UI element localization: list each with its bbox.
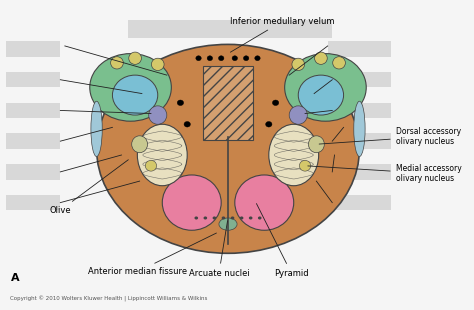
Text: Arcuate nuclei: Arcuate nuclei: [189, 221, 249, 278]
Ellipse shape: [151, 58, 164, 70]
Text: Pyramid: Pyramid: [256, 204, 309, 278]
Ellipse shape: [219, 56, 224, 61]
FancyBboxPatch shape: [328, 164, 391, 179]
Text: Dorsal accessory
olivary nucleus: Dorsal accessory olivary nucleus: [319, 127, 461, 146]
FancyBboxPatch shape: [6, 103, 60, 118]
Ellipse shape: [110, 57, 123, 69]
Ellipse shape: [149, 106, 167, 124]
Ellipse shape: [213, 216, 216, 219]
FancyBboxPatch shape: [6, 41, 60, 57]
Ellipse shape: [219, 218, 237, 230]
Ellipse shape: [285, 54, 366, 121]
Text: Medial accessory
olivary nucleus: Medial accessory olivary nucleus: [308, 164, 462, 183]
Ellipse shape: [184, 122, 191, 127]
Ellipse shape: [137, 124, 187, 186]
Ellipse shape: [269, 124, 319, 186]
Ellipse shape: [91, 101, 102, 157]
Ellipse shape: [194, 216, 198, 219]
Text: A: A: [10, 273, 19, 283]
Ellipse shape: [273, 100, 279, 105]
Ellipse shape: [112, 75, 158, 115]
FancyBboxPatch shape: [203, 66, 253, 140]
Ellipse shape: [177, 100, 183, 105]
Ellipse shape: [97, 44, 359, 253]
Text: Anterior median fissure: Anterior median fissure: [88, 233, 217, 276]
Ellipse shape: [265, 122, 272, 127]
Ellipse shape: [90, 54, 171, 121]
FancyBboxPatch shape: [6, 164, 60, 179]
Ellipse shape: [244, 56, 249, 61]
Text: Inferior medullary velum: Inferior medullary velum: [230, 17, 335, 52]
Ellipse shape: [258, 216, 262, 219]
Ellipse shape: [196, 56, 201, 61]
Ellipse shape: [129, 52, 141, 64]
FancyBboxPatch shape: [6, 72, 60, 87]
Ellipse shape: [231, 216, 234, 219]
FancyBboxPatch shape: [328, 41, 391, 57]
Ellipse shape: [315, 52, 327, 64]
Ellipse shape: [240, 216, 244, 219]
Ellipse shape: [354, 101, 365, 157]
Ellipse shape: [333, 57, 346, 69]
FancyBboxPatch shape: [328, 134, 391, 149]
FancyBboxPatch shape: [328, 72, 391, 87]
FancyBboxPatch shape: [6, 134, 60, 149]
Text: Olive: Olive: [49, 160, 128, 215]
Ellipse shape: [300, 160, 311, 171]
FancyBboxPatch shape: [128, 20, 332, 38]
Ellipse shape: [255, 56, 260, 61]
Ellipse shape: [132, 136, 147, 153]
Ellipse shape: [235, 175, 294, 230]
Ellipse shape: [289, 106, 307, 124]
Ellipse shape: [298, 75, 344, 115]
Ellipse shape: [203, 216, 207, 219]
Ellipse shape: [292, 58, 305, 70]
Ellipse shape: [249, 216, 253, 219]
Ellipse shape: [146, 160, 156, 171]
FancyBboxPatch shape: [6, 195, 60, 210]
FancyBboxPatch shape: [328, 103, 391, 118]
FancyBboxPatch shape: [328, 195, 391, 210]
Ellipse shape: [207, 56, 213, 61]
Ellipse shape: [222, 216, 225, 219]
Text: Copyright © 2010 Wolters Kluwer Health | Lippincott Williams & Wilkins: Copyright © 2010 Wolters Kluwer Health |…: [10, 296, 208, 303]
Ellipse shape: [309, 136, 324, 153]
Ellipse shape: [232, 56, 237, 61]
Ellipse shape: [162, 175, 221, 230]
